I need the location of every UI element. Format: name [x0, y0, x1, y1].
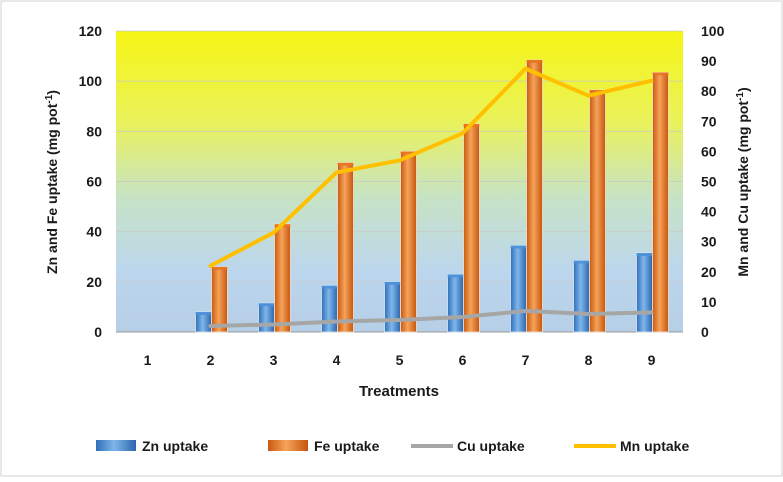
bar — [211, 266, 228, 333]
bar — [400, 151, 417, 333]
bar-cap — [258, 303, 275, 307]
bar-cap — [447, 274, 464, 278]
bars-layer — [195, 59, 669, 333]
y-right-tick-label: 50 — [701, 174, 717, 190]
bar — [652, 72, 669, 333]
x-tick-label: 2 — [207, 352, 215, 368]
x-tick-label: 6 — [459, 352, 467, 368]
y-left-tick-label: 60 — [86, 174, 102, 190]
bar — [195, 311, 212, 333]
x-tick-label: 7 — [522, 352, 530, 368]
bar-cap — [211, 266, 228, 270]
bar-cap — [195, 311, 212, 315]
bar-cap — [400, 151, 417, 155]
bar-cap — [510, 245, 527, 249]
bar — [321, 285, 338, 333]
x-tick-label: 4 — [333, 352, 341, 368]
y-right-tick-label: 90 — [701, 53, 717, 69]
legend-swatch — [268, 440, 308, 451]
y-right-tick-label: 30 — [701, 234, 717, 250]
y-left-tick-label: 0 — [94, 324, 102, 340]
bar — [258, 302, 275, 333]
legend: Zn uptake Fe uptake Cu uptake Mn uptake — [96, 438, 689, 454]
bar-cap — [573, 260, 590, 264]
bar — [526, 59, 543, 333]
legend-label: Cu uptake — [457, 438, 525, 454]
bar — [573, 260, 590, 333]
series-line — [208, 66, 654, 268]
x-tick-label: 9 — [648, 352, 656, 368]
x-axis-title: Treatments — [359, 383, 439, 400]
lines-layer — [208, 66, 654, 328]
x-tick-label: 8 — [585, 352, 593, 368]
bar — [447, 274, 464, 333]
x-tick-label: 1 — [144, 352, 152, 368]
bar — [463, 123, 480, 333]
y-left-tick-label: 120 — [79, 23, 103, 39]
legend-label: Zn uptake — [142, 438, 208, 454]
y-right-tick-label: 10 — [701, 294, 717, 310]
legend-label: Fe uptake — [314, 438, 380, 454]
bar-cap — [384, 281, 401, 285]
bar — [636, 252, 653, 333]
ticks-layer: 0 20 40 60 80 100 120 0 10 20 30 40 50 60 70 80 90 100 1 2 3… — [79, 23, 725, 368]
bar-cap — [589, 89, 606, 93]
y-left-tick-label: 80 — [86, 123, 102, 139]
y-right-tick-label: 70 — [701, 113, 717, 129]
legend-label: Mn uptake — [620, 438, 689, 454]
y-axis-left-title: Zn and Fe uptake (mg pot-1) — [44, 90, 60, 274]
y-right-tick-label: 40 — [701, 204, 717, 220]
y-right-tick-label: 80 — [701, 83, 717, 99]
y-left-tick-label: 100 — [79, 73, 103, 89]
grid-layer — [116, 30, 683, 333]
y-left-tick-label: 20 — [86, 274, 102, 290]
bar-cap — [321, 285, 338, 289]
bar — [384, 281, 401, 333]
bar — [510, 245, 527, 333]
y-axis-right-title: Mn and Cu uptake (mg pot-1) — [735, 87, 751, 276]
y-right-tick-label: 0 — [701, 324, 709, 340]
y-right-tick-label: 20 — [701, 264, 717, 280]
bar — [274, 223, 291, 333]
y-right-tick-label: 100 — [701, 23, 725, 39]
x-tick-label: 3 — [270, 352, 278, 368]
bar — [589, 89, 606, 333]
legend-swatch — [96, 440, 136, 451]
bar — [337, 162, 354, 333]
series-line — [208, 308, 654, 328]
y-right-tick-label: 60 — [701, 143, 717, 159]
bar-cap — [337, 162, 354, 166]
x-tick-label: 5 — [396, 352, 404, 368]
bar-cap — [636, 252, 653, 256]
bar-cap — [526, 59, 543, 63]
y-left-tick-label: 40 — [86, 224, 102, 240]
bar-cap — [652, 72, 669, 76]
